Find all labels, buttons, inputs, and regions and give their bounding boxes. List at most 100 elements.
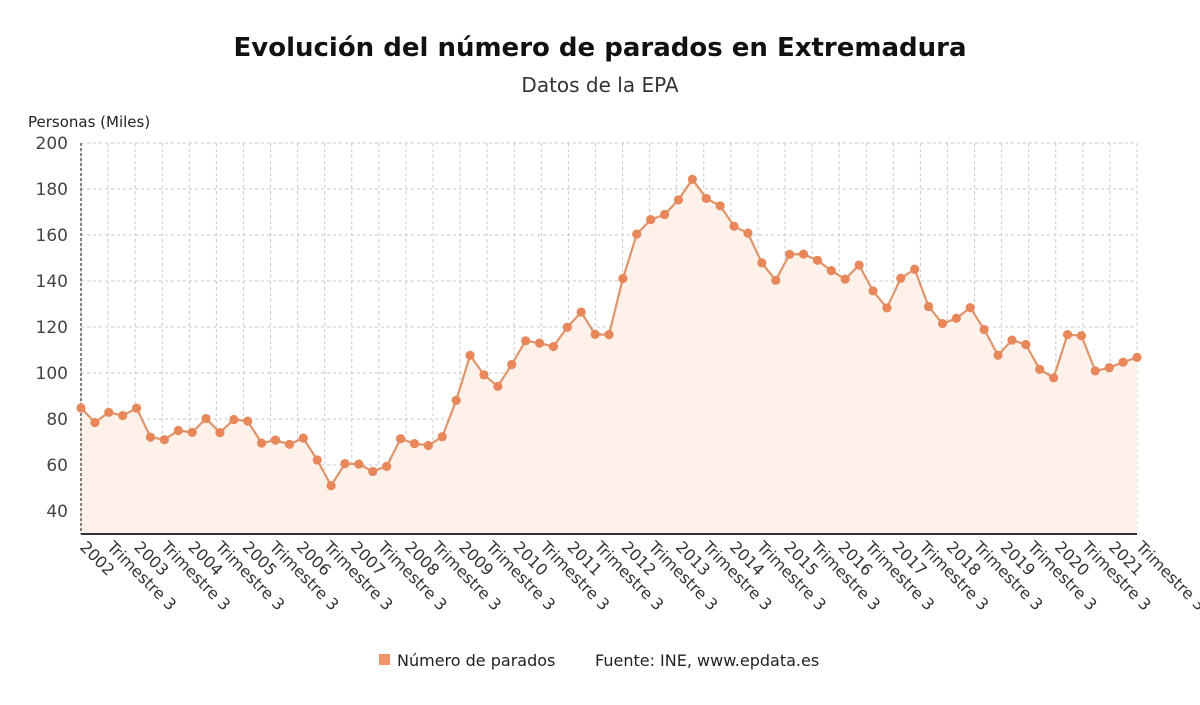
data-point (618, 273, 628, 284)
axes (80, 143, 1137, 535)
data-point (923, 301, 934, 312)
data-point (368, 466, 378, 477)
data-point (312, 455, 322, 465)
data-point (298, 433, 308, 443)
data-point (1007, 335, 1017, 345)
data-point (1090, 366, 1100, 376)
series-points (76, 174, 1142, 491)
data-point (1049, 373, 1059, 383)
data-point (729, 221, 739, 231)
data-point (979, 324, 989, 335)
data-point (896, 273, 906, 283)
data-point (326, 481, 336, 491)
data-point (687, 174, 697, 184)
data-point (215, 427, 225, 438)
area-under-line (81, 179, 1137, 535)
data-point (118, 410, 128, 421)
data-point (1132, 352, 1142, 362)
data-point (993, 350, 1003, 360)
y-tick-labels: 40 60 80 100 120 140 160 180 200 (36, 134, 68, 522)
legend-swatch (379, 654, 390, 665)
data-point (395, 434, 406, 444)
data-point (590, 329, 600, 339)
data-point (423, 440, 433, 451)
data-point (743, 228, 753, 238)
data-point (646, 214, 656, 225)
data-point (937, 318, 948, 329)
data-point (1076, 331, 1087, 341)
data-point (243, 416, 253, 426)
data-point (493, 381, 503, 391)
data-point (840, 274, 850, 284)
data-point (104, 407, 114, 417)
data-point (437, 432, 447, 442)
data-point (826, 266, 836, 276)
data-point (131, 403, 142, 413)
data-point (507, 359, 517, 370)
data-point (409, 439, 420, 449)
legend-label: Número de parados (397, 651, 555, 670)
data-point (521, 336, 531, 346)
data-point (771, 275, 781, 285)
data-point (534, 338, 545, 348)
data-point (951, 313, 961, 323)
data-point (201, 413, 211, 424)
chart-subtitle: Datos de la EPA (521, 73, 678, 97)
data-point (910, 264, 920, 274)
data-point (785, 249, 795, 259)
y-tick-label: 60 (46, 456, 68, 476)
data-point (798, 249, 809, 259)
y-tick-label: 80 (46, 410, 68, 430)
data-point (659, 209, 670, 220)
data-point (382, 461, 392, 471)
data-point (145, 432, 156, 442)
data-point (701, 193, 711, 204)
data-point (1118, 357, 1128, 367)
data-point (576, 307, 586, 317)
chart-title: Evolución del número de parados en Extre… (234, 33, 967, 63)
y-tick-label: 200 (36, 134, 68, 154)
data-point (1104, 363, 1114, 373)
data-point (715, 201, 725, 211)
y-tick-label: 120 (36, 318, 68, 338)
data-point (882, 303, 892, 313)
data-point (173, 425, 183, 436)
data-point (965, 303, 975, 313)
data-point (562, 322, 572, 332)
data-point (465, 350, 475, 360)
y-tick-label: 100 (36, 364, 68, 384)
y-tick-label: 140 (36, 272, 68, 292)
data-point (229, 414, 239, 425)
data-point (284, 439, 295, 449)
data-point (812, 255, 823, 265)
y-tick-label: 180 (36, 180, 68, 200)
data-point (632, 229, 642, 239)
data-point (854, 260, 864, 270)
data-point (1035, 364, 1045, 374)
data-point (187, 427, 197, 437)
data-point (257, 438, 267, 448)
data-point (270, 435, 281, 445)
data-point (451, 395, 461, 405)
data-point (340, 459, 350, 469)
data-point (868, 286, 878, 296)
data-point (548, 341, 559, 352)
data-point (76, 403, 86, 413)
y-tick-label: 40 (46, 502, 68, 522)
data-point (757, 258, 767, 268)
data-point (159, 435, 169, 445)
y-axis-label: Personas (Miles) (28, 113, 150, 131)
data-point (1062, 329, 1073, 340)
data-point (604, 329, 614, 340)
data-point (90, 417, 100, 428)
source-note: Fuente: INE, www.epdata.es (595, 651, 819, 670)
data-point (479, 370, 489, 380)
data-point (354, 459, 364, 469)
data-point (1021, 339, 1031, 350)
data-point (673, 195, 684, 205)
legend: Número de parados Fuente: INE, www.epdat… (379, 651, 819, 670)
y-tick-label: 160 (36, 226, 68, 246)
area-fill (81, 179, 1137, 535)
